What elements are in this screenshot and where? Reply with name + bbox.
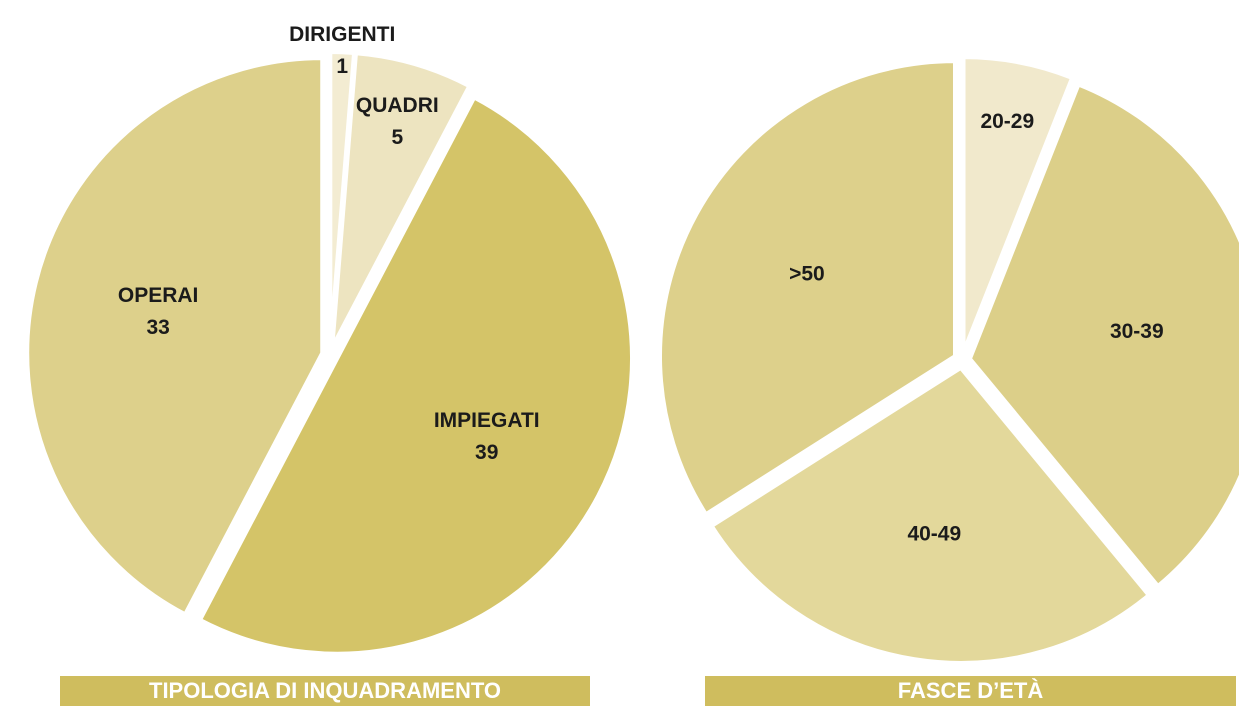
pie-slice bbox=[25, 56, 325, 617]
pie-slice bbox=[197, 94, 634, 656]
slice-label: 20-29 bbox=[980, 110, 1034, 133]
pie-slice bbox=[657, 59, 957, 517]
chart-title: TIPOLOGIA DI INQUADRAMENTO bbox=[149, 678, 501, 703]
slice-value: 1 bbox=[336, 55, 348, 78]
slice-label: >50 bbox=[789, 262, 825, 285]
slice-label: OPERAI bbox=[118, 284, 199, 307]
chart-title: FASCE D’ETÀ bbox=[898, 678, 1044, 703]
slice-label: QUADRI bbox=[356, 94, 439, 117]
slice-value: 39 bbox=[475, 441, 498, 464]
pie-slice bbox=[330, 51, 473, 349]
pie-slice bbox=[967, 81, 1239, 589]
pie-slice bbox=[708, 365, 1152, 665]
slice-label: 40-49 bbox=[907, 522, 961, 545]
slice-value: 33 bbox=[146, 316, 169, 339]
title-bar bbox=[60, 676, 590, 706]
pie-slice bbox=[961, 55, 1075, 353]
slice-value: 5 bbox=[391, 126, 403, 149]
slice-label: 30-39 bbox=[1110, 320, 1164, 343]
slice-label: DIRIGENTI bbox=[289, 23, 395, 46]
slice-label: IMPIEGATI bbox=[434, 409, 540, 432]
title-bar bbox=[705, 676, 1236, 706]
